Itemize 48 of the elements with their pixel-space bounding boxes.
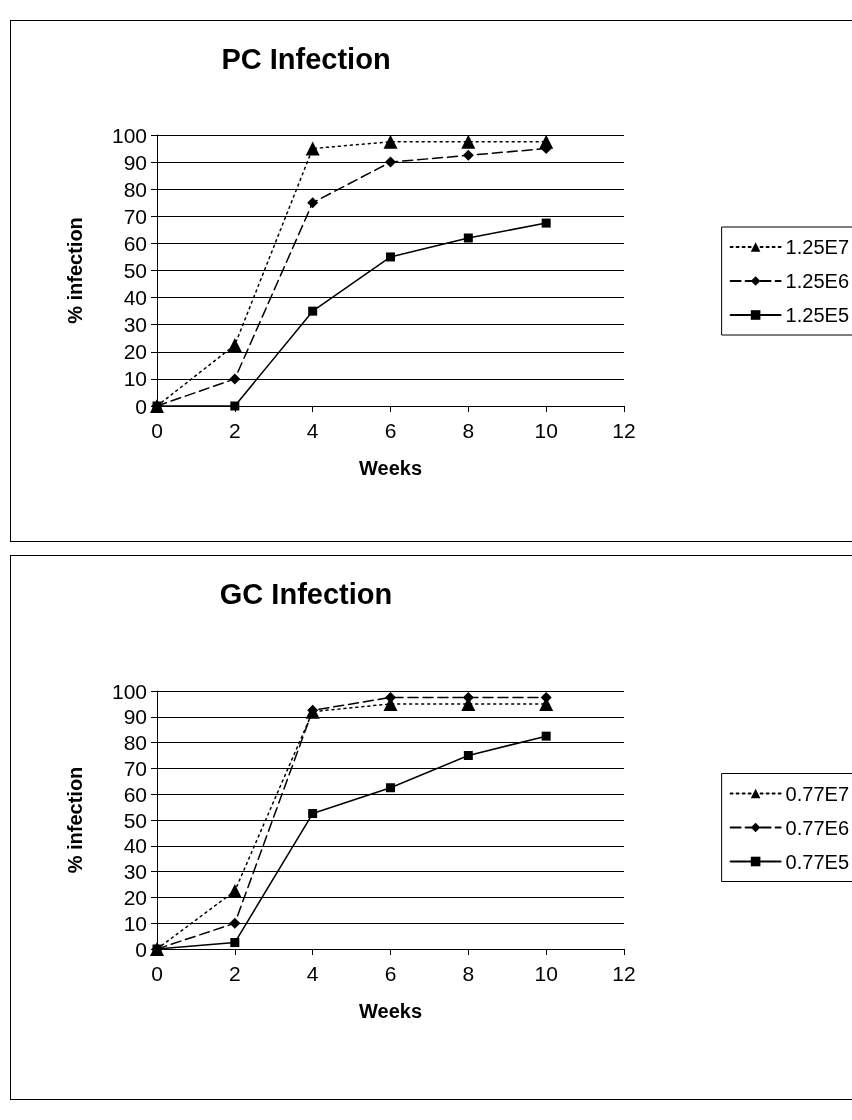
x-tick-label: 6 [384,962,397,985]
chart-title: GC Infection [219,577,393,610]
x-axis-title: Weeks [358,1000,423,1022]
y-tick-label: 100 [111,123,147,147]
y-tick-label: 70 [123,204,147,228]
x-tick-label: 12 [612,962,636,985]
y-axis-title: % infection [64,217,86,324]
x-tick-label: 6 [384,419,397,442]
x-tick-label: 2 [228,962,241,985]
y-tick-label: 40 [123,834,147,858]
x-tick-label: 0 [151,962,163,985]
legend-label: 0.77E7 [785,782,849,805]
legend-label: 1.25E7 [785,236,849,258]
x-axis-title: Weeks [358,457,423,479]
y-tick-label: 30 [123,313,147,337]
y-tick-label: 20 [123,885,147,909]
x-tick-label: 8 [462,962,475,985]
legend-label: 0.77E5 [785,850,849,873]
x-tick-label: 0 [151,419,163,442]
y-tick-label: 40 [123,286,147,310]
x-tick-label: 4 [306,419,319,442]
y-tick-label: 60 [123,231,147,255]
y-tick-label: 50 [123,259,147,282]
y-tick-label: 0 [135,394,147,418]
y-tick-label: 70 [123,756,147,780]
y-tick-label: 30 [123,860,147,884]
y-tick-label: 80 [123,731,147,755]
y-tick-label: 0 [135,937,147,961]
x-tick-label: 2 [228,419,241,442]
x-tick-label: 12 [612,419,636,442]
y-tick-label: 80 [123,177,147,201]
y-tick-label: 10 [123,367,147,391]
y-tick-label: 90 [123,705,147,729]
y-tick-label: 60 [123,782,147,806]
chart-title: PC Infection [221,42,391,75]
legend-label: 1.25E6 [785,270,849,292]
x-tick-label: 8 [462,419,475,442]
x-tick-label: 4 [306,962,319,985]
y-axis-title: % infection [64,766,86,874]
x-tick-label: 10 [534,962,558,985]
legend-label: 0.77E6 [785,816,849,839]
y-tick-label: 90 [123,150,147,174]
y-tick-label: 50 [123,808,147,832]
y-tick-label: 10 [123,911,147,935]
legend-label: 1.25E5 [785,304,849,326]
x-tick-label: 10 [534,419,558,442]
y-tick-label: 20 [123,340,147,364]
y-tick-label: 100 [111,679,147,703]
